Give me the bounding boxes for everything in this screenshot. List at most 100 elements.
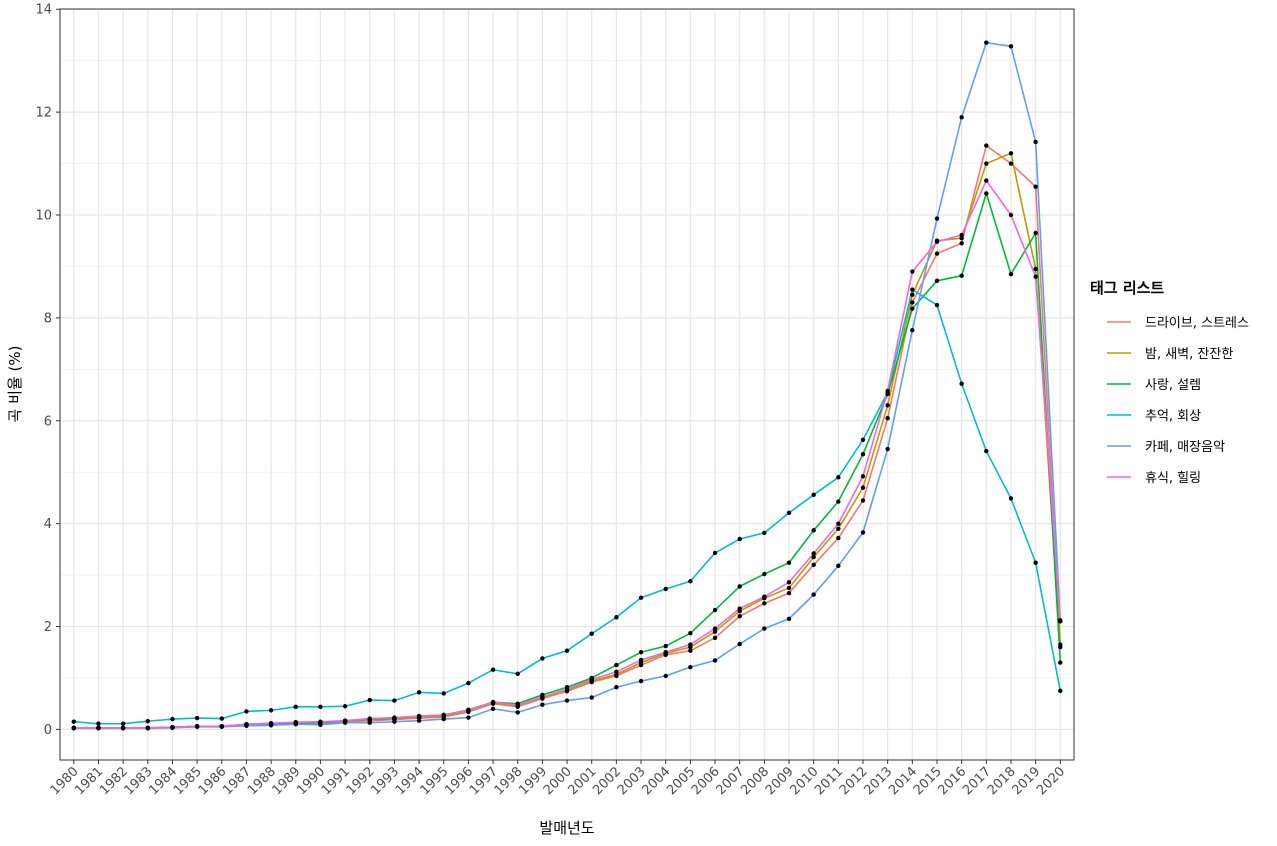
data-point [885, 446, 890, 452]
data-point [564, 687, 570, 692]
data-point [663, 643, 668, 649]
y-tick-label: 12 [35, 106, 52, 121]
data-point [762, 626, 767, 631]
data-point [934, 239, 940, 244]
data-point [1033, 230, 1038, 236]
data-point [885, 388, 890, 394]
y-tick-label: 6 [44, 414, 52, 429]
data-point [268, 721, 274, 726]
data-point [540, 702, 545, 707]
data-point [540, 694, 545, 700]
data-point [934, 251, 940, 256]
data-point [910, 269, 915, 274]
data-point [836, 535, 841, 541]
data-point [786, 616, 792, 622]
data-point [786, 585, 792, 591]
data-point [688, 648, 693, 653]
data-point [934, 302, 940, 308]
data-point [984, 448, 989, 454]
data-point [170, 716, 175, 722]
data-point [1008, 151, 1014, 156]
data-point [589, 677, 594, 682]
data-point [910, 287, 915, 292]
data-point [219, 716, 224, 721]
data-point [811, 492, 816, 498]
data-point [614, 685, 619, 690]
data-point [762, 594, 767, 599]
data-point [737, 606, 742, 611]
y-tick-label: 14 [35, 3, 52, 18]
data-point [318, 719, 323, 724]
data-point [959, 273, 964, 278]
data-point [934, 278, 940, 284]
data-point [490, 667, 496, 672]
data-point [688, 642, 693, 647]
data-point [984, 191, 989, 196]
data-point [515, 703, 520, 708]
data-point [466, 680, 471, 686]
series-points [71, 40, 1063, 731]
y-tick-label: 10 [35, 209, 52, 224]
data-point [367, 697, 372, 703]
data-point [811, 562, 816, 567]
data-point [885, 415, 890, 421]
data-point [540, 656, 545, 661]
data-point [860, 474, 866, 479]
data-point [712, 658, 718, 663]
x-axis-title: 발매년도 [539, 819, 594, 837]
y-tick-label: 8 [44, 311, 52, 326]
data-point [811, 528, 816, 533]
data-point [638, 595, 644, 600]
data-point [860, 437, 866, 442]
legend-label-0: 드라이브, 스트레스 [1145, 316, 1249, 331]
data-point [589, 631, 594, 636]
data-point [1058, 618, 1063, 623]
data-point [268, 708, 274, 713]
data-point [688, 631, 693, 636]
legend-label-1: 밤, 새벽, 잔잔한 [1145, 347, 1233, 362]
data-point [959, 115, 964, 120]
data-point [416, 713, 422, 719]
data-point [1008, 496, 1014, 501]
data-point [490, 699, 496, 705]
data-point [663, 673, 668, 679]
data-point [1008, 212, 1014, 218]
legend-label-5: 휴식, 힐링 [1145, 471, 1201, 486]
data-point [367, 720, 372, 725]
data-point [663, 586, 668, 592]
data-point [441, 716, 446, 722]
data-point [416, 690, 422, 695]
data-point [120, 721, 126, 726]
data-point [1008, 44, 1014, 49]
data-point [762, 571, 767, 577]
data-point [367, 716, 372, 721]
data-point [614, 615, 619, 620]
data-point [712, 607, 718, 613]
data-point [515, 710, 520, 715]
data-point [318, 722, 323, 727]
data-point [564, 698, 570, 703]
data-point [836, 475, 841, 480]
data-point [1033, 266, 1038, 272]
data-point [712, 626, 718, 631]
data-point [71, 725, 77, 731]
data-point [688, 664, 693, 670]
data-point [811, 551, 816, 556]
major-gridlines [60, 8, 1074, 760]
data-point [416, 718, 422, 723]
data-point [959, 232, 964, 238]
data-point [910, 328, 915, 333]
data-point [589, 695, 594, 700]
data-point [811, 554, 816, 560]
data-point [737, 584, 742, 589]
data-point [860, 498, 866, 503]
data-point [614, 662, 619, 668]
data-point [762, 530, 767, 536]
data-point [737, 536, 742, 542]
data-point [194, 724, 200, 729]
y-axis: 0 2 4 6 8 10 12 14 [35, 3, 60, 738]
data-point [712, 550, 718, 556]
data-point [712, 635, 718, 641]
data-point [71, 719, 77, 724]
data-point [490, 706, 496, 712]
